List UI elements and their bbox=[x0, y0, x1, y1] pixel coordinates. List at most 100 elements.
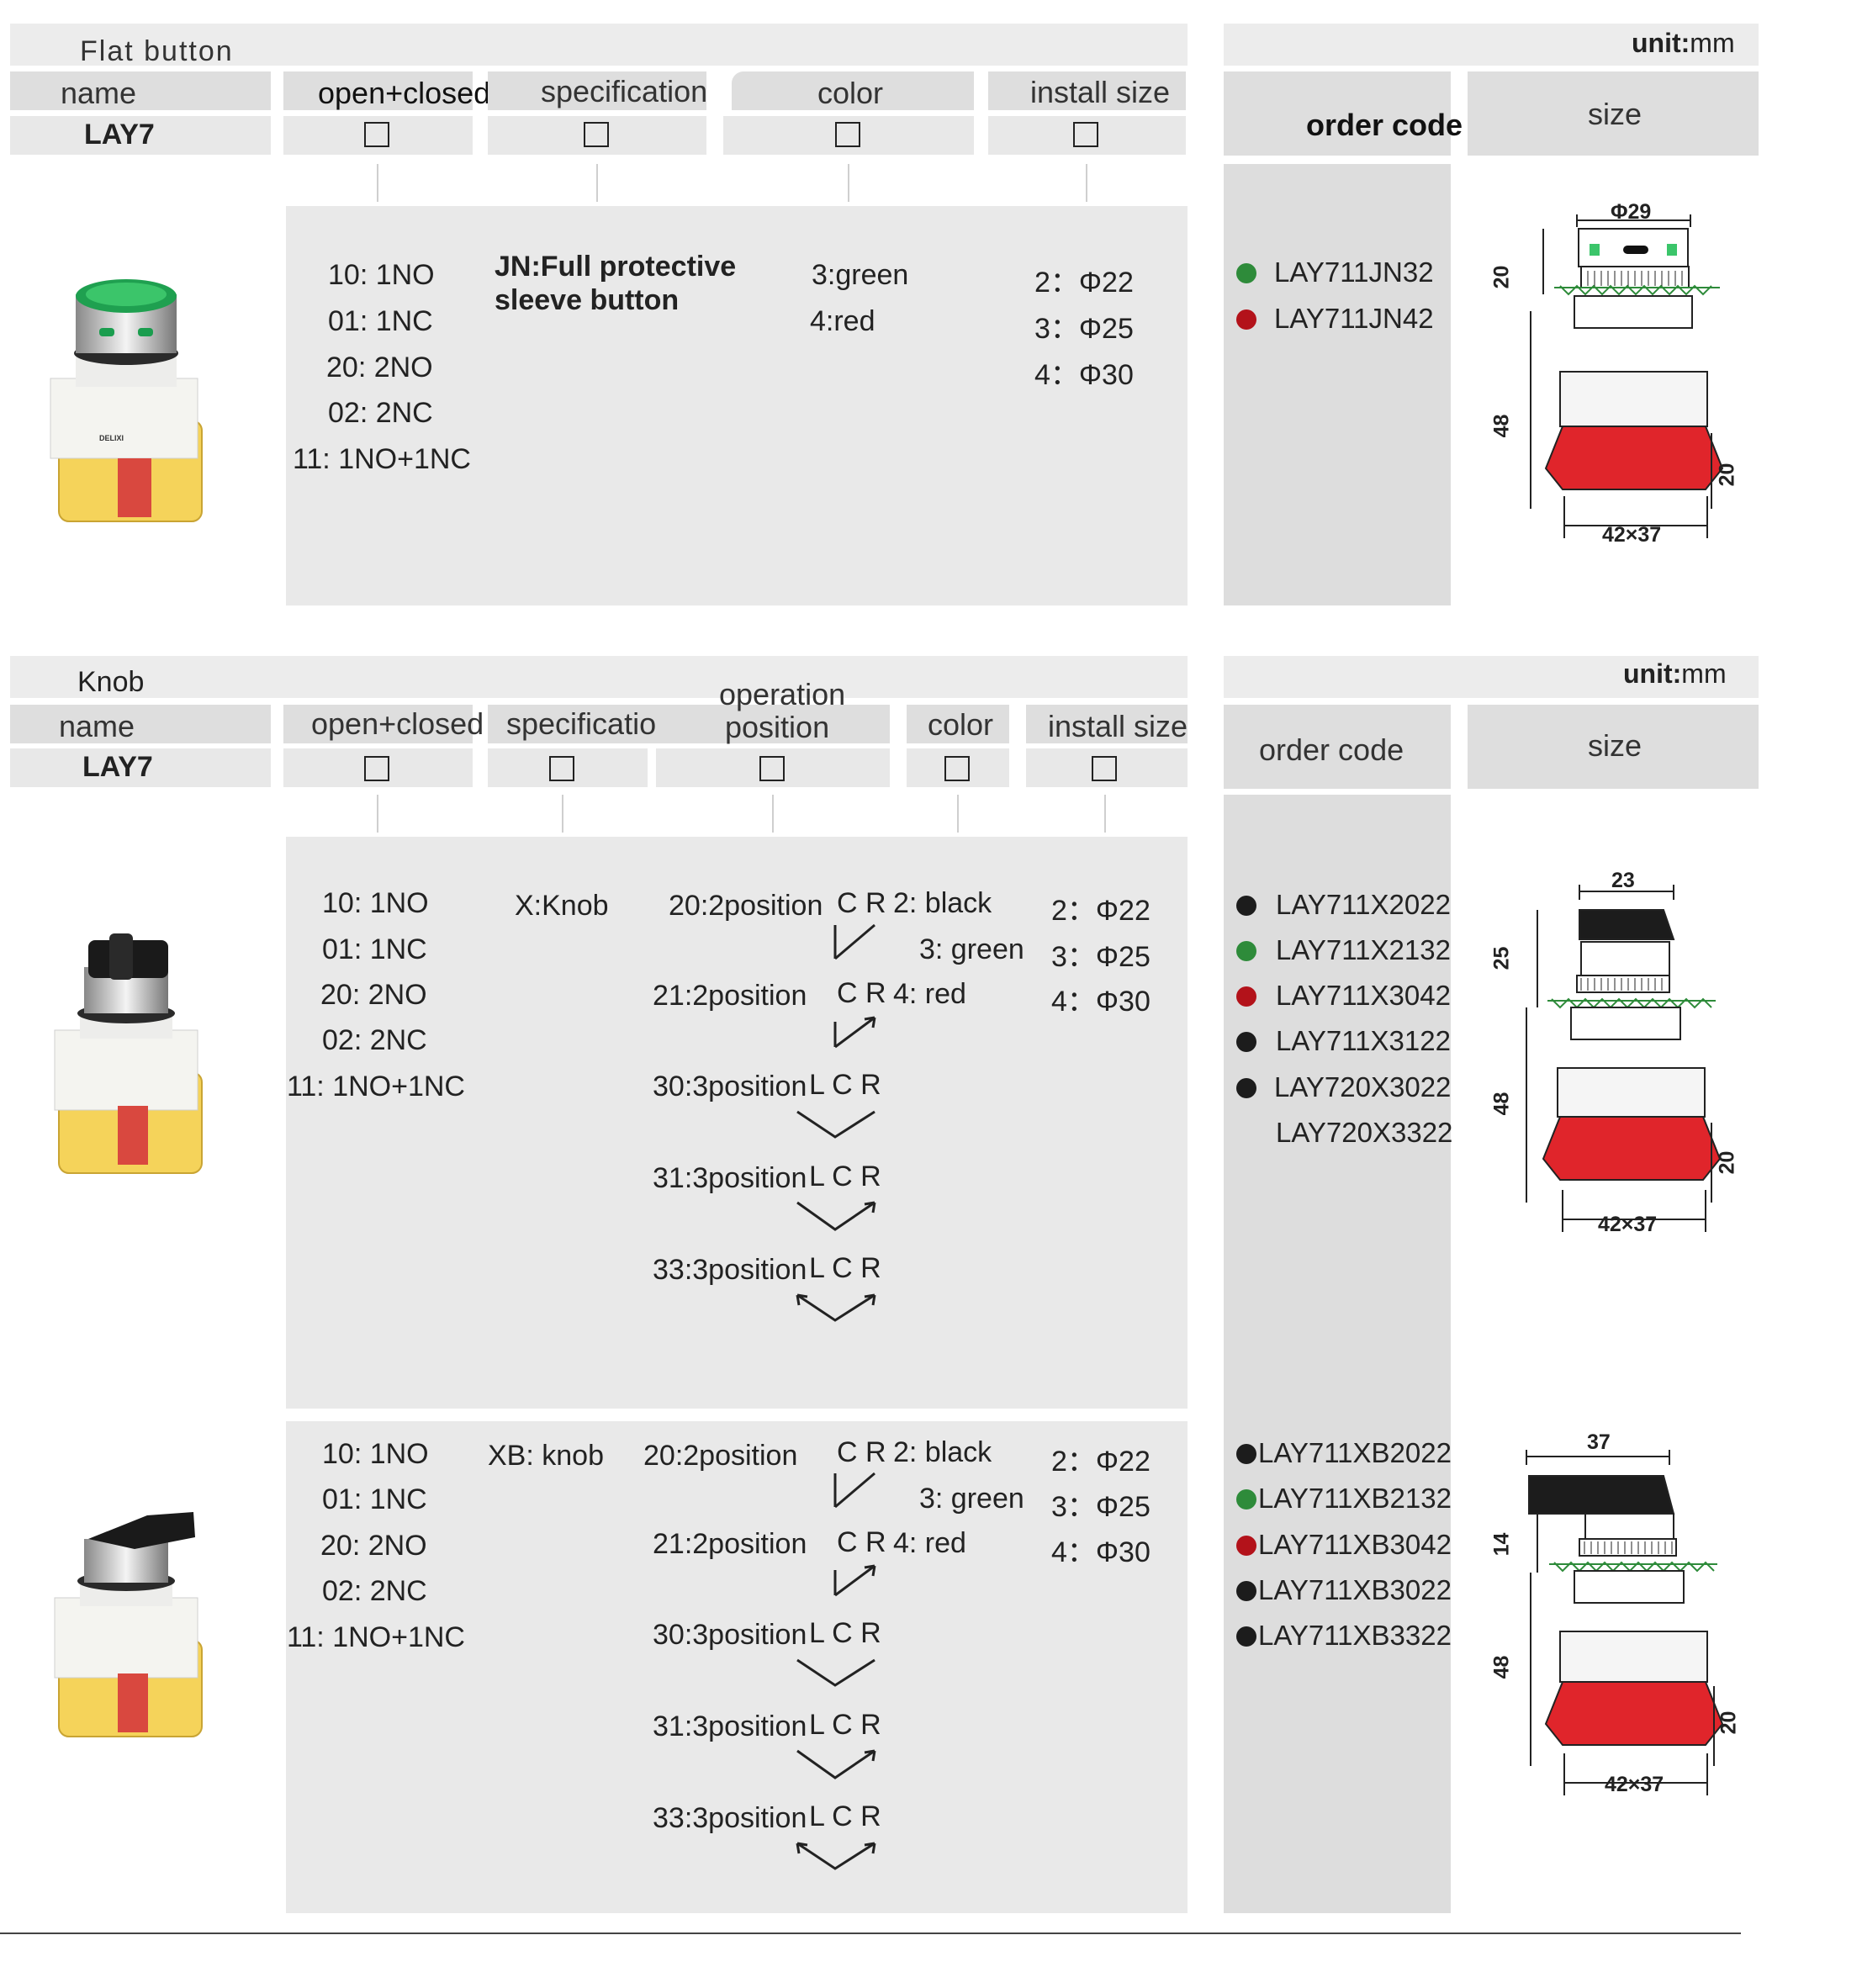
position-letters: L C R bbox=[809, 1709, 881, 1741]
position-option: 20:2position bbox=[643, 1440, 798, 1472]
position-option: 31:3position bbox=[653, 1710, 807, 1742]
contact-option: 11: 1NO+1NC bbox=[293, 443, 471, 475]
position-letters: L C R bbox=[809, 1252, 881, 1284]
order-code: LAY711XB3042 bbox=[1258, 1529, 1452, 1560]
knob-title-bar bbox=[10, 656, 1188, 698]
flat-dimension-drawing bbox=[1530, 214, 1724, 538]
position-letters: C R bbox=[837, 977, 886, 1009]
lever-position-arrows bbox=[796, 1472, 876, 1870]
dim-label: Φ29 bbox=[1611, 200, 1652, 224]
contact-option: 11: 1NO+1NC bbox=[287, 1071, 465, 1102]
contact-option: 02: 2NC bbox=[322, 1575, 427, 1607]
dim-label: 20 bbox=[1715, 1150, 1739, 1175]
operation-header-label: operation bbox=[719, 677, 846, 711]
spec-option: X:Knob bbox=[515, 890, 609, 922]
open-closed-header-label: open+closed bbox=[311, 706, 484, 741]
green-dot-icon bbox=[1236, 263, 1256, 283]
size-header-label: size bbox=[1588, 97, 1642, 131]
contact-option: 10: 1NO bbox=[322, 887, 429, 919]
color-option: 3:green bbox=[812, 259, 909, 291]
color-option: 2: black bbox=[893, 887, 992, 919]
dim-label: 48 bbox=[1489, 1655, 1514, 1679]
name-header-label: name bbox=[61, 76, 137, 110]
knob-order-panel bbox=[1224, 795, 1451, 1913]
contact-option: 01: 1NC bbox=[322, 1483, 427, 1515]
connector bbox=[377, 795, 378, 833]
knob-unit-bar bbox=[1224, 656, 1759, 698]
contact-option: 10: 1NO bbox=[322, 1438, 429, 1470]
order-code: LAY711XB3322 bbox=[1258, 1620, 1452, 1651]
order-code-header-label: order code bbox=[1259, 732, 1404, 767]
order-code: LAY720X3322 bbox=[1276, 1117, 1453, 1148]
color-option: 4:red bbox=[810, 305, 875, 337]
knob-dimension-drawing bbox=[1526, 885, 1722, 1232]
knob-model-cell bbox=[10, 748, 271, 787]
position-letters: L C R bbox=[809, 1161, 881, 1192]
position-option: 33:3position bbox=[653, 1254, 807, 1286]
green-dot-icon bbox=[1236, 941, 1256, 961]
operation-position-checkbox[interactable] bbox=[759, 756, 785, 781]
order-code: LAY711XB2132 bbox=[1258, 1483, 1452, 1514]
knob-section-title: Knob bbox=[77, 666, 145, 698]
contact-option: 20: 2NO bbox=[320, 1530, 427, 1562]
red-dot-icon bbox=[1236, 986, 1256, 1007]
green-dot-icon bbox=[1236, 1489, 1256, 1510]
spec-option: JN:Full protective bbox=[495, 251, 737, 283]
position-header-label: position bbox=[725, 710, 830, 744]
position-option: 30:3position bbox=[653, 1071, 807, 1102]
install-size-checkbox[interactable] bbox=[1092, 756, 1117, 781]
order-code: LAY711JN32 bbox=[1274, 256, 1434, 288]
install-option: 4：Φ30 bbox=[1051, 986, 1151, 1018]
flat-section-title: Flat button bbox=[80, 35, 234, 67]
flat-button-product-image bbox=[50, 279, 203, 522]
position-letters: C R bbox=[837, 1436, 886, 1468]
red-dot-icon bbox=[1236, 1536, 1256, 1556]
install-option: 2：Φ22 bbox=[1051, 895, 1151, 927]
flat-name-header bbox=[10, 71, 271, 110]
knob-product-image bbox=[54, 933, 203, 1174]
contact-option: 02: 2NC bbox=[328, 397, 433, 429]
install-option: 4：Φ30 bbox=[1034, 359, 1134, 391]
position-option: 21:2position bbox=[653, 1528, 807, 1560]
color-option: 3: green bbox=[919, 933, 1024, 965]
install-option: 2：Φ22 bbox=[1034, 267, 1134, 299]
dim-label: 42×37 bbox=[1602, 523, 1662, 547]
knob-position-arrows bbox=[796, 923, 876, 1322]
open-closed-checkbox[interactable] bbox=[364, 756, 389, 781]
color-option: 3: green bbox=[919, 1483, 1024, 1515]
install-size-header-label: install size bbox=[1048, 709, 1188, 743]
specification-checkbox[interactable] bbox=[549, 756, 574, 781]
red-dot-icon bbox=[1236, 309, 1256, 330]
knob-options-panel bbox=[286, 837, 1188, 1409]
order-code: LAY711JN42 bbox=[1274, 303, 1434, 334]
position-option: 21:2position bbox=[653, 980, 807, 1012]
dim-label: 42×37 bbox=[1598, 1213, 1658, 1236]
install-option: 3：Φ25 bbox=[1051, 941, 1151, 973]
specification-header-label: specification bbox=[506, 706, 674, 741]
open-closed-checkbox[interactable] bbox=[364, 122, 389, 147]
flat-size-header bbox=[1468, 71, 1759, 156]
lever-dimension-drawing bbox=[1526, 1450, 1724, 1795]
contact-option: 10: 1NO bbox=[328, 259, 435, 291]
black-dot-icon bbox=[1236, 896, 1256, 916]
position-letters: C R bbox=[837, 887, 886, 919]
contact-option: 02: 2NC bbox=[322, 1024, 427, 1056]
color-checkbox[interactable] bbox=[944, 756, 970, 781]
color-option: 4: red bbox=[893, 978, 966, 1010]
open-closed-header-label: open+closed bbox=[318, 76, 491, 110]
dim-label: 48 bbox=[1489, 414, 1514, 438]
install-size-checkbox[interactable] bbox=[1073, 122, 1098, 147]
specification-header-label: specification bbox=[541, 74, 708, 108]
knob-name-header bbox=[10, 705, 271, 743]
order-code: LAY711XB3022 bbox=[1258, 1574, 1452, 1605]
knob-ordercode-header bbox=[1224, 705, 1451, 789]
dim-label: 23 bbox=[1611, 869, 1635, 892]
name-header-label: name bbox=[59, 709, 135, 743]
knob-color-header bbox=[907, 705, 1009, 743]
specification-checkbox[interactable] bbox=[584, 122, 609, 147]
color-checkbox[interactable] bbox=[835, 122, 860, 147]
position-option: 33:3position bbox=[653, 1802, 807, 1834]
connector bbox=[1086, 164, 1087, 202]
flat-color-header bbox=[732, 71, 974, 110]
flat-options-panel bbox=[286, 206, 1188, 605]
